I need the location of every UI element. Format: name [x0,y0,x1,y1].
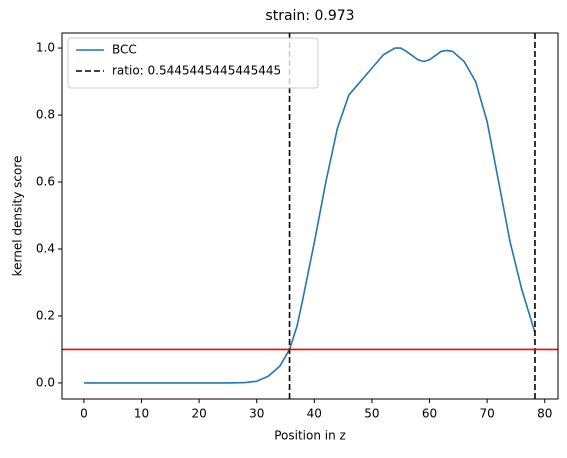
x-tick-label: 80 [537,407,552,421]
legend-label: BCC [112,43,137,57]
legend-box [67,37,319,89]
axes-frame [61,32,559,400]
legend-label: ratio: 0.5445445445445445 [112,64,281,78]
x-tick-label: 0 [80,407,88,421]
x-tick-label: 70 [480,407,495,421]
data-line [83,47,536,384]
y-tick-label: 0.6 [36,175,55,189]
chart-title: strain: 0.973 [265,8,354,24]
y-tick-label: 0.4 [36,241,55,255]
y-tick-label: 0.0 [36,375,55,389]
x-tick-label: 20 [191,407,206,421]
x-tick-label: 10 [134,407,149,421]
x-tick-label: 40 [307,407,322,421]
x-tick-label: 50 [364,407,379,421]
y-tick-label: 0.8 [36,108,55,122]
y-axis-label: kernel density score [11,156,25,277]
x-axis-label: Position in z [274,429,346,443]
x-tick-label: 60 [422,407,437,421]
y-tick-label: 0.2 [36,308,55,322]
y-tick-label: 1.0 [36,41,55,55]
x-tick-label: 30 [249,407,264,421]
